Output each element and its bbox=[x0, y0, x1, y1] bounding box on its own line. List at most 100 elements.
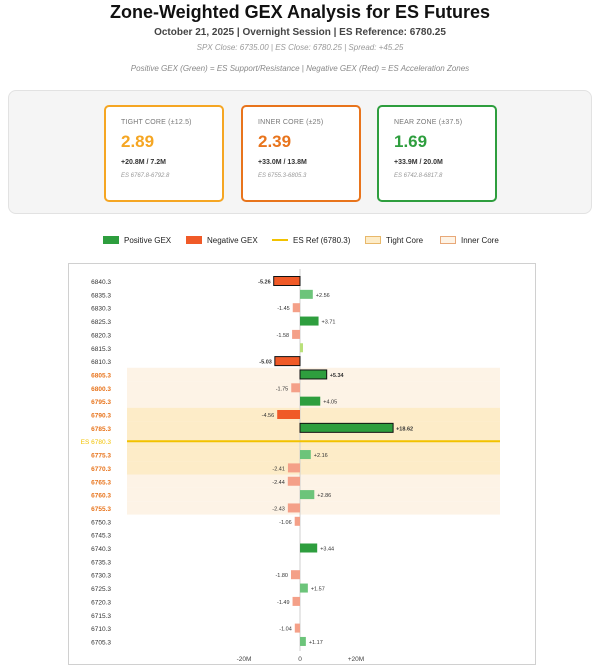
strike-label: 6775.3 bbox=[91, 453, 111, 460]
negative-gex-bar bbox=[291, 383, 300, 393]
legend-inner-core: Inner Core bbox=[440, 233, 499, 247]
inner-core-range: ES 6755.3-6805.3 bbox=[258, 173, 307, 179]
zone-summary-panel: TIGHT CORE (±12.5) 2.89 +20.8M / 7.2M ES… bbox=[8, 90, 592, 214]
strike-label: 6785.3 bbox=[91, 426, 111, 433]
negative-gex-bar bbox=[277, 410, 300, 419]
strike-label: 6720.3 bbox=[91, 599, 111, 606]
near-zone-range: ES 6742.8-6817.8 bbox=[394, 173, 443, 179]
bar-value-label: -1.06 bbox=[279, 520, 292, 526]
bar-value-label: -2.44 bbox=[272, 480, 285, 486]
bar-value-label: +3.71 bbox=[322, 320, 336, 326]
near-zone-value: 1.69 bbox=[394, 132, 428, 151]
inner-core-band bbox=[127, 501, 500, 515]
tight-core-range: ES 6767.8-6792.8 bbox=[121, 173, 170, 179]
strike-label: 6830.3 bbox=[91, 306, 111, 313]
positive-gex-bar bbox=[300, 289, 313, 299]
bar-value-label: -1.49 bbox=[277, 600, 290, 606]
positive-gex-bar bbox=[300, 343, 303, 353]
strike-label: 6725.3 bbox=[91, 586, 111, 593]
strike-label: 6730.3 bbox=[91, 573, 111, 580]
legend-negative: Negative GEX bbox=[186, 233, 258, 247]
tight-core-band bbox=[127, 461, 500, 475]
es-ref-swatch bbox=[272, 239, 288, 241]
bar-value-label: +2.86 bbox=[317, 493, 331, 499]
strike-label: 6735.3 bbox=[91, 559, 111, 566]
inner-core-value: 2.39 bbox=[258, 132, 292, 151]
bar-value-label: -4.56 bbox=[262, 413, 275, 419]
gex-bar-chart: 6840.3 -5.26 6835.3 +2.56 6830.3 -1.45 6825.3 +… bbox=[68, 263, 536, 665]
negative-gex-bar bbox=[291, 570, 300, 580]
strike-label: 6745.3 bbox=[91, 533, 111, 540]
legend-positive: Positive GEX bbox=[103, 233, 171, 247]
strike-label: 6805.3 bbox=[91, 372, 111, 379]
negative-gex-bar bbox=[292, 596, 300, 606]
positive-gex-bar bbox=[300, 543, 318, 553]
legend-es-ref-label: ES Ref (6780.3) bbox=[293, 235, 351, 245]
positive-gex-bar bbox=[300, 396, 321, 406]
inner-core-band bbox=[127, 381, 500, 395]
bar-value-label: -1.45 bbox=[277, 306, 290, 312]
inner-core-flow: +33.0M / 13.8M bbox=[258, 159, 307, 166]
bar-value-label: -1.04 bbox=[279, 627, 292, 633]
strike-label: 6755.3 bbox=[91, 506, 111, 513]
bar-value-label: -5.26 bbox=[258, 280, 271, 286]
near-zone-card: NEAR ZONE (±37.5) 1.69 +33.9M / 20.0M ES… bbox=[377, 105, 497, 202]
negative-gex-bar bbox=[292, 303, 300, 313]
legend-positive-label: Positive GEX bbox=[124, 235, 172, 245]
strike-label: 6800.3 bbox=[91, 386, 111, 393]
negative-gex-bar bbox=[287, 503, 300, 513]
strike-label: 6715.3 bbox=[91, 613, 111, 620]
strike-label: 6750.3 bbox=[91, 519, 111, 526]
positive-gex-bar bbox=[300, 583, 308, 593]
strike-label: 6810.3 bbox=[91, 359, 111, 366]
legend-negative-label: Negative GEX bbox=[207, 235, 258, 245]
positive-gex-bar bbox=[300, 636, 306, 646]
positive-gex-bar bbox=[300, 450, 311, 460]
strike-label: 6705.3 bbox=[91, 639, 111, 646]
tight-core-flow: +20.8M / 7.2M bbox=[121, 159, 166, 166]
bar-value-label: +1.57 bbox=[311, 587, 325, 593]
strike-label: 6765.3 bbox=[91, 479, 111, 486]
legend-tight-core-label: Tight Core bbox=[386, 235, 424, 245]
strike-label: 6740.3 bbox=[91, 546, 111, 553]
tight-core-value: 2.89 bbox=[121, 132, 155, 151]
positive-gex-bar bbox=[300, 316, 319, 326]
tight-core-label: TIGHT CORE (±12.5) bbox=[121, 119, 192, 126]
positive-gex-bar bbox=[299, 369, 328, 380]
strike-label: 6770.3 bbox=[91, 466, 111, 473]
negative-gex-bar bbox=[274, 356, 301, 367]
tight-core-swatch bbox=[365, 236, 381, 244]
chart-subtitle: October 21, 2025 | Overnight Session | E… bbox=[154, 27, 446, 38]
inner-core-band bbox=[127, 474, 500, 488]
strike-label: 6825.3 bbox=[91, 319, 111, 326]
strike-label: 6835.3 bbox=[91, 292, 111, 299]
bar-value-label: +2.56 bbox=[316, 293, 330, 299]
bar-value-label: +2.16 bbox=[314, 453, 328, 459]
bar-value-label: +3.44 bbox=[320, 547, 334, 553]
positive-gex-bar bbox=[300, 490, 315, 500]
strike-label: 6820.3 bbox=[91, 332, 111, 339]
negative-gex-bar bbox=[294, 623, 300, 633]
bar-value-label: -1.80 bbox=[275, 573, 288, 579]
gex-explanation-note: Positive GEX (Green) = ES Support/Resist… bbox=[130, 64, 470, 73]
negative-gex-bar bbox=[273, 276, 301, 286]
negative-gex-bar bbox=[287, 476, 300, 486]
strike-label: 6815.3 bbox=[91, 346, 111, 353]
chart-legend: Positive GEX Negative GEX ES Ref (6780.3… bbox=[0, 233, 600, 247]
strike-label: 6760.3 bbox=[91, 493, 111, 500]
negative-gex-bar bbox=[292, 329, 300, 339]
near-zone-label: NEAR ZONE (±37.5) bbox=[394, 119, 463, 126]
strike-label: 6795.3 bbox=[91, 399, 111, 406]
bar-value-label: +1.17 bbox=[309, 640, 323, 646]
tight-core-card: TIGHT CORE (±12.5) 2.89 +20.8M / 7.2M ES… bbox=[104, 105, 224, 202]
bar-value-label: -1.75 bbox=[276, 386, 289, 392]
inner-core-swatch bbox=[440, 236, 456, 244]
x-tick-label: +20M bbox=[348, 656, 364, 663]
tight-core-band bbox=[127, 447, 500, 462]
legend-tight-core: Tight Core bbox=[365, 233, 423, 247]
spx-close-line: SPX Close: 6735.00 | ES Close: 6780.25 |… bbox=[196, 43, 404, 52]
bar-value-label: -1.58 bbox=[277, 333, 290, 339]
tight-core-band bbox=[127, 407, 500, 422]
bar-value-label: +5.34 bbox=[330, 373, 345, 379]
bar-value-label: -5.03 bbox=[259, 360, 272, 366]
